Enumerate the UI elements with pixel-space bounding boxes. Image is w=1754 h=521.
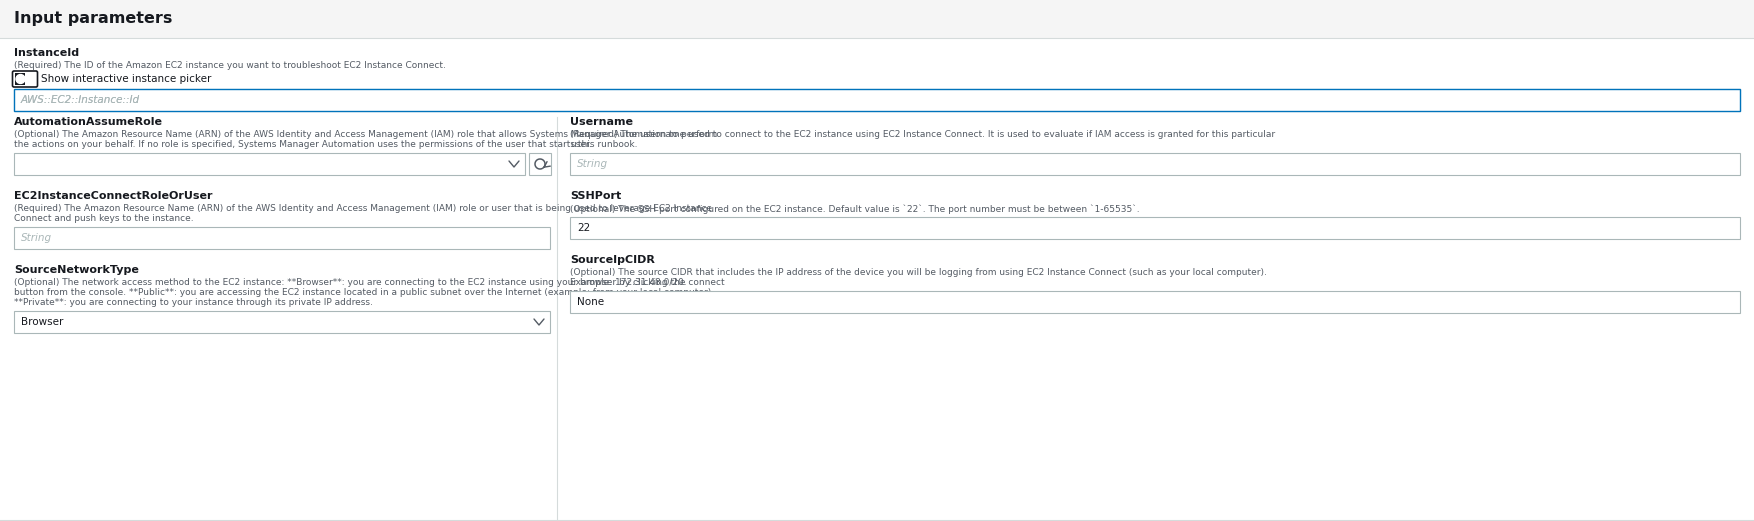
FancyBboxPatch shape <box>570 153 1740 175</box>
FancyBboxPatch shape <box>14 227 551 249</box>
FancyBboxPatch shape <box>14 89 1740 111</box>
Text: 22: 22 <box>577 223 591 233</box>
Text: None: None <box>577 297 603 307</box>
Text: Show interactive instance picker: Show interactive instance picker <box>40 74 212 84</box>
Text: button from the console. **Public**: you are accessing the EC2 instance located : button from the console. **Public**: you… <box>14 288 714 297</box>
FancyBboxPatch shape <box>14 153 524 175</box>
Text: user.: user. <box>570 140 591 149</box>
FancyBboxPatch shape <box>12 71 37 87</box>
Text: (Optional) The SSH port configured on the EC2 instance. Default value is `22`. T: (Optional) The SSH port configured on th… <box>570 204 1140 214</box>
FancyBboxPatch shape <box>14 311 551 333</box>
Text: the actions on your behalf. If no role is specified, Systems Manager Automation : the actions on your behalf. If no role i… <box>14 140 637 149</box>
Text: (Required) The Amazon Resource Name (ARN) of the AWS Identity and Access Managem: (Required) The Amazon Resource Name (ARN… <box>14 204 712 213</box>
Text: **Private**: you are connecting to your instance through its private IP address.: **Private**: you are connecting to your … <box>14 298 374 307</box>
Text: (Optional) The source CIDR that includes the IP address of the device you will b: (Optional) The source CIDR that includes… <box>570 268 1266 277</box>
Text: Browser: Browser <box>21 317 63 327</box>
Text: (Optional) The Amazon Resource Name (ARN) of the AWS Identity and Access Managem: (Optional) The Amazon Resource Name (ARN… <box>14 130 717 139</box>
Circle shape <box>16 75 25 83</box>
Text: AutomationAssumeRole: AutomationAssumeRole <box>14 117 163 127</box>
Text: SourceIpCIDR: SourceIpCIDR <box>570 255 654 265</box>
Text: SourceNetworkType: SourceNetworkType <box>14 265 139 275</box>
FancyBboxPatch shape <box>530 153 551 175</box>
Text: Input parameters: Input parameters <box>14 11 172 27</box>
Text: (Required) The username used to connect to the EC2 instance using EC2 Instance C: (Required) The username used to connect … <box>570 130 1275 139</box>
Text: String: String <box>21 233 53 243</box>
FancyBboxPatch shape <box>14 73 25 85</box>
Text: AWS::EC2::Instance::Id: AWS::EC2::Instance::Id <box>21 95 140 105</box>
FancyBboxPatch shape <box>570 291 1740 313</box>
Text: Example: 172.31.48.0/20.: Example: 172.31.48.0/20. <box>570 278 686 287</box>
Text: InstanceId: InstanceId <box>14 48 79 58</box>
FancyBboxPatch shape <box>0 0 1754 38</box>
Text: (Optional) The network access method to the EC2 instance: **Browser**: you are c: (Optional) The network access method to … <box>14 278 724 287</box>
Text: SSHPort: SSHPort <box>570 191 621 201</box>
Text: (Required) The ID of the Amazon EC2 instance you want to troubleshoot EC2 Instan: (Required) The ID of the Amazon EC2 inst… <box>14 61 446 70</box>
Text: Connect and push keys to the instance.: Connect and push keys to the instance. <box>14 214 193 223</box>
Text: AWS::EC2::Instance::Id: AWS::EC2::Instance::Id <box>21 95 140 105</box>
Text: EC2InstanceConnectRoleOrUser: EC2InstanceConnectRoleOrUser <box>14 191 212 201</box>
FancyBboxPatch shape <box>14 89 1740 111</box>
FancyBboxPatch shape <box>570 217 1740 239</box>
Text: String: String <box>577 159 609 169</box>
Text: Username: Username <box>570 117 633 127</box>
